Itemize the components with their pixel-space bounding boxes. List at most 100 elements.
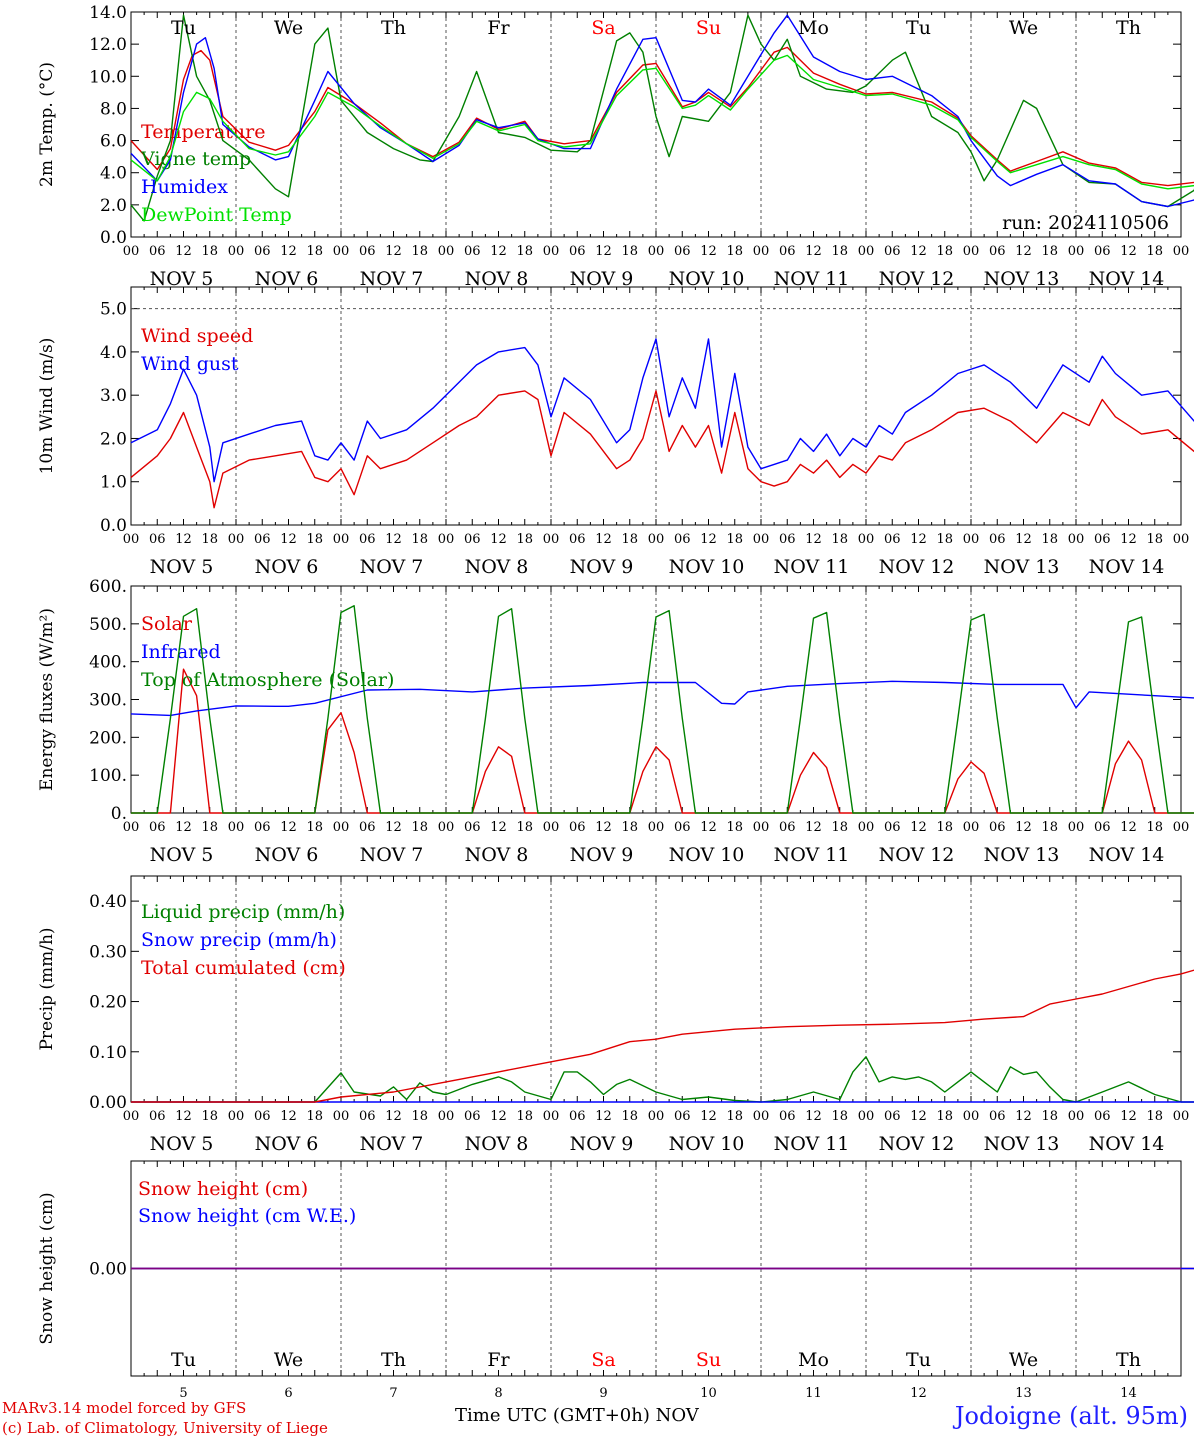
y-tick-label: 0.00: [89, 1260, 127, 1280]
y-tick-label: 1.0: [100, 473, 127, 493]
hour-label: 06: [1094, 244, 1111, 259]
hour-label: 12: [910, 1109, 927, 1124]
series-line: [130, 14, 1194, 208]
hour-label: 06: [989, 820, 1006, 835]
hour-label: 00: [648, 244, 665, 259]
hour-label: 06: [569, 1109, 586, 1124]
hour-label: 06: [779, 244, 796, 259]
hour-label: 06: [989, 244, 1006, 259]
hour-label: 06: [989, 532, 1006, 547]
y-tick-label: 0.10: [89, 1043, 127, 1063]
day-name: Tu: [906, 1349, 931, 1371]
day-name: Fr: [487, 17, 510, 39]
hour-label: 18: [831, 1109, 848, 1124]
day-name: Sa: [591, 17, 615, 39]
hour-label: 18: [621, 820, 638, 835]
hour-label: 06: [359, 1109, 376, 1124]
date-label: NOV 12: [879, 268, 955, 290]
hour-label: 06: [149, 244, 166, 259]
hour-label: 12: [700, 820, 717, 835]
date-label: NOV 11: [774, 556, 850, 578]
y-tick-label: 0.30: [89, 942, 127, 962]
date-label: NOV 7: [360, 1133, 424, 1155]
panel-3: 0. 100. 200. 300. 400. 500. 600. Energy fluxes …: [37, 577, 1194, 866]
hour-label: 12: [490, 532, 507, 547]
y-axis-label: Snow height (cm): [37, 1192, 57, 1344]
panel-2: 0.0 1.0 2.0 3.0 4.0 5.0 10m Wind (m/s) Wind spe…: [37, 286, 1194, 578]
date-label: NOV 12: [879, 556, 955, 578]
date-label: NOV 14: [1089, 1133, 1165, 1155]
date-label: NOV 6: [255, 556, 319, 578]
day-name: We: [274, 1349, 303, 1371]
hour-label: 12: [385, 244, 402, 259]
hour-label: 00: [438, 244, 455, 259]
hour-label: 12: [490, 244, 507, 259]
hour-label: 00: [438, 820, 455, 835]
hour-label: 00: [963, 532, 980, 547]
hour-label: 12: [1120, 532, 1137, 547]
plot-frame: [130, 286, 1182, 526]
hour-label: 18: [306, 244, 323, 259]
series-line: [130, 338, 1194, 483]
hour-label: 06: [254, 532, 271, 547]
hour-label: 06: [1094, 532, 1111, 547]
hour-label: 12: [1015, 532, 1032, 547]
date-label: NOV 6: [255, 268, 319, 290]
hour-label: 06: [1094, 820, 1111, 835]
legend-label: Snow precip (mm/h): [141, 929, 337, 951]
hour-label: 00: [1068, 1109, 1085, 1124]
lab-credit: (c) Lab. of Climatology, University of L…: [2, 1419, 328, 1437]
y-tick-label: 5.0: [100, 300, 127, 320]
hour-label: 00: [123, 532, 140, 547]
hour-label: 00: [963, 244, 980, 259]
hour-label: 00: [543, 532, 560, 547]
day-name: Mo: [798, 17, 829, 39]
day-name: Th: [381, 1349, 406, 1371]
y-tick-label: 6.0: [100, 132, 127, 152]
hour-label: 12: [1015, 820, 1032, 835]
day-name: Fr: [487, 1349, 510, 1371]
y-tick-label: 8.0: [100, 99, 127, 119]
hour-label: 12: [1015, 1109, 1032, 1124]
hour-label: 12: [805, 820, 822, 835]
hour-label: 18: [726, 244, 743, 259]
hour-label: 18: [1041, 532, 1058, 547]
hour-label: 18: [621, 532, 638, 547]
y-tick-label: 0.0: [100, 228, 127, 248]
hour-label: 00: [648, 532, 665, 547]
date-label: NOV 5: [150, 268, 214, 290]
date-label: NOV 9: [570, 268, 634, 290]
legend-label: Wind gust: [141, 353, 239, 375]
hour-label: 18: [306, 1109, 323, 1124]
hour-label: 06: [149, 820, 166, 835]
date-label: NOV 8: [465, 1133, 529, 1155]
hour-label: 12: [175, 532, 192, 547]
series-line: [130, 680, 1194, 717]
hour-label: 12: [595, 820, 612, 835]
date-label: NOV 12: [879, 844, 955, 866]
station-name: Jodoigne (alt. 95m): [954, 1402, 1188, 1430]
y-tick-label: 500.: [89, 615, 127, 635]
hour-label: 12: [175, 820, 192, 835]
day-name: Sa: [591, 1349, 615, 1371]
series-line: [130, 54, 1194, 190]
hour-label: 00: [228, 532, 245, 547]
hour-label: 12: [1120, 244, 1137, 259]
model-credit: MARv3.14 model forced by GFS: [2, 1399, 247, 1417]
hour-label: 00: [1173, 1109, 1190, 1124]
hour-label: 18: [1146, 244, 1163, 259]
hour-label: 06: [779, 532, 796, 547]
hour-label: 12: [1015, 244, 1032, 259]
legend-label: Humidex: [141, 176, 228, 198]
hour-label: 12: [805, 1109, 822, 1124]
date-label: NOV 9: [570, 844, 634, 866]
hour-label: 12: [595, 244, 612, 259]
day-number: 8: [494, 1386, 502, 1401]
day-number: 12: [910, 1386, 927, 1401]
hour-label: 12: [385, 532, 402, 547]
panel-1: 0.0 2.0 4.0 6.0 8.0 10.0 12.0 14.0 2m Temp. (°C)…: [37, 3, 1194, 290]
hour-label: 18: [411, 820, 428, 835]
legend-label: Temperature: [141, 121, 265, 143]
hour-label: 00: [1173, 532, 1190, 547]
hour-label: 06: [884, 244, 901, 259]
